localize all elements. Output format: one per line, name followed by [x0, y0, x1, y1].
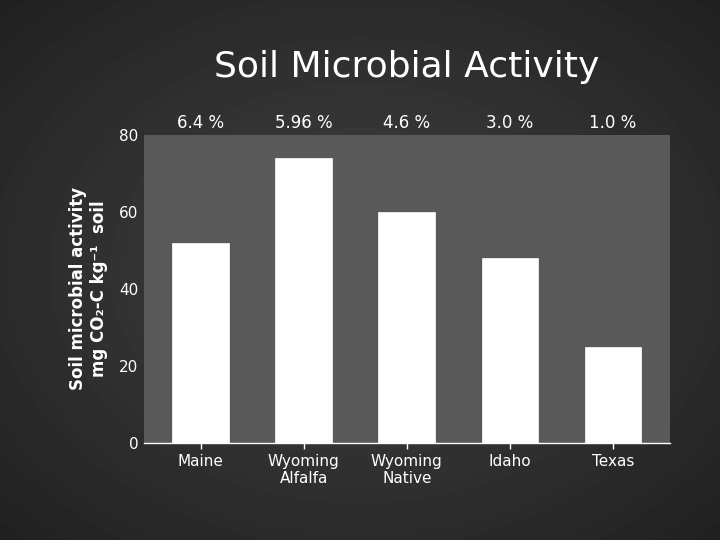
Y-axis label: Soil microbial activity
mg CO₂-C kg⁻¹  soil: Soil microbial activity mg CO₂-C kg⁻¹ so… [69, 187, 108, 390]
Text: 6.4 %: 6.4 % [177, 114, 224, 132]
Text: 4.6 %: 4.6 % [383, 114, 431, 132]
Title: Soil Microbial Activity: Soil Microbial Activity [214, 50, 600, 84]
Bar [379, 212, 435, 443]
Text: 1.0 %: 1.0 % [589, 114, 636, 132]
Bar [275, 158, 332, 443]
Bar [172, 243, 229, 443]
Bar [482, 258, 539, 443]
Text: 3.0 %: 3.0 % [486, 114, 534, 132]
Text: 5.96 %: 5.96 % [275, 114, 333, 132]
Bar [585, 347, 642, 443]
